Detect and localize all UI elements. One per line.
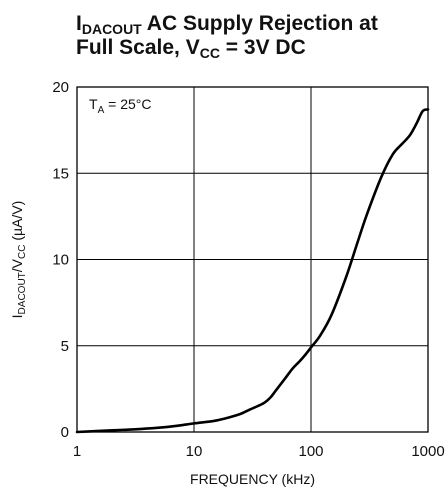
title-rest-2: = 3V DC: [219, 36, 306, 59]
y-label-sub-2: CC: [17, 245, 28, 259]
y-axis-label: IDACOUT/VCC (µA/V): [9, 201, 28, 319]
chart-title-line-2: Full Scale, VCC = 3V DC: [76, 36, 436, 60]
y-tick-label: 15: [52, 165, 69, 182]
y-tick-label: 5: [61, 338, 69, 355]
series-line: [75, 108, 430, 434]
chart-title-line-1: IDACOUT AC Supply Rejection at: [76, 12, 436, 36]
x-tick-label: 100: [298, 443, 323, 460]
temperature-annotation: TA = 25°C: [89, 96, 151, 116]
chart-title: IDACOUT AC Supply Rejection at Full Scal…: [76, 12, 436, 60]
x-axis-label: FREQUENCY (kHz): [190, 471, 315, 487]
title-main-1: I: [76, 12, 82, 35]
annotation-main: T: [89, 96, 98, 112]
x-tick-label: 1: [73, 443, 81, 460]
y-label-main-2: /V: [9, 258, 25, 272]
y-tick-label: 20: [52, 79, 69, 96]
annotation-sub: A: [98, 105, 105, 116]
title-sub-2: CC: [199, 45, 220, 61]
tick-labels: 1 10 100 1000 0 5 10 15 20: [52, 79, 444, 460]
y-tick-label: 10: [52, 252, 69, 269]
x-tick-label: 1000: [411, 443, 444, 460]
annotation-rest: = 25°C: [104, 96, 151, 112]
title-sub-1: DACOUT: [81, 21, 142, 37]
title-main-2: Full Scale, V: [76, 36, 200, 59]
title-rest-1: AC Supply Rejection at: [141, 12, 378, 35]
y-tick-label: 0: [61, 424, 69, 441]
plot-area-frame: [76, 86, 429, 433]
series-layer: [75, 108, 430, 434]
x-tick-label: 10: [186, 443, 203, 460]
y-label-rest: (µA/V): [9, 201, 25, 245]
grid-lines: [77, 87, 428, 432]
y-label-sub-1: DACOUT: [17, 272, 28, 314]
y-label-main-1: I: [9, 314, 25, 318]
